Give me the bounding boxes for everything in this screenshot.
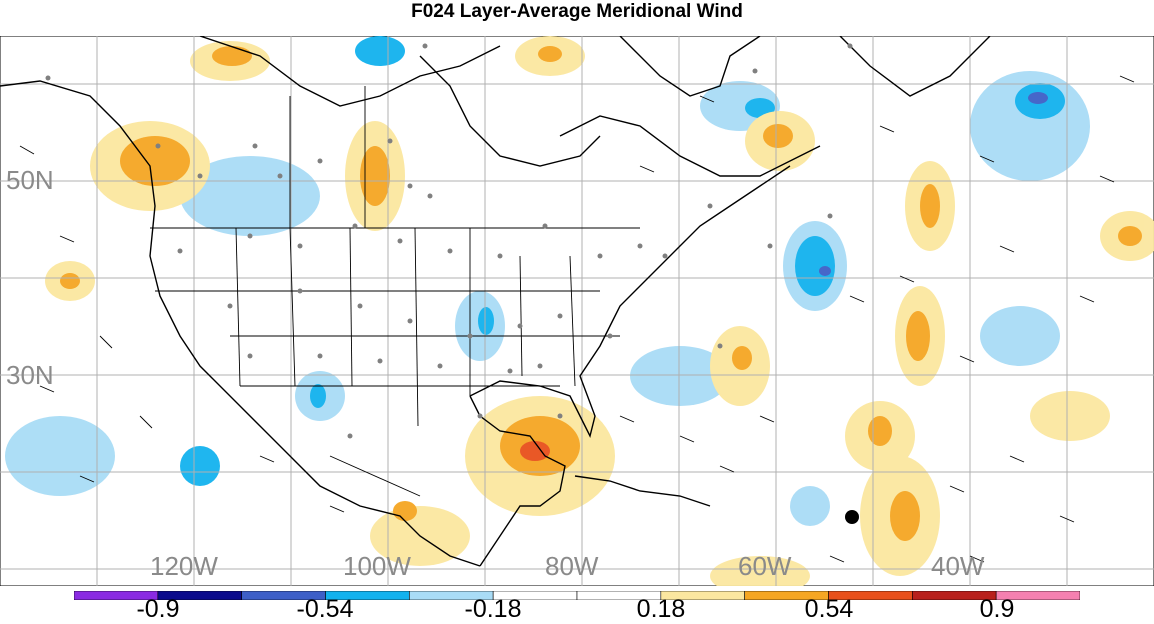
colorbar-label: 0.9 (979, 595, 1015, 623)
lon-label-100w: 100W (343, 551, 411, 581)
graticule (0, 36, 1154, 586)
lat-label-50n: 50N (6, 165, 54, 195)
colorbar-label: 0.18 (636, 595, 686, 623)
observation-dots (45, 43, 853, 439)
lon-label-40w: 40W (931, 551, 985, 581)
colorbar-swatch (995, 591, 1080, 600)
colorbar-label: -0.54 (296, 595, 354, 623)
coastlines (0, 36, 991, 567)
lon-label-60w: 60W (738, 551, 792, 581)
colorbar (74, 591, 1080, 600)
colorbar-label: -0.9 (136, 595, 180, 623)
wind-map (0, 36, 1154, 586)
state-borders (150, 86, 640, 497)
lon-label-120w: 120W (150, 551, 218, 581)
lat-label-30n: 30N (6, 360, 54, 390)
colorbar-label: -0.18 (464, 595, 522, 623)
lon-label-80w: 80W (545, 551, 599, 581)
marker-dot (845, 510, 859, 524)
colorbar-label: 0.54 (804, 595, 854, 623)
wind-barbs (19, 75, 1135, 563)
chart-title: F024 Layer-Average Meridional Wind (411, 1, 743, 22)
contour-fills (5, 36, 1154, 586)
